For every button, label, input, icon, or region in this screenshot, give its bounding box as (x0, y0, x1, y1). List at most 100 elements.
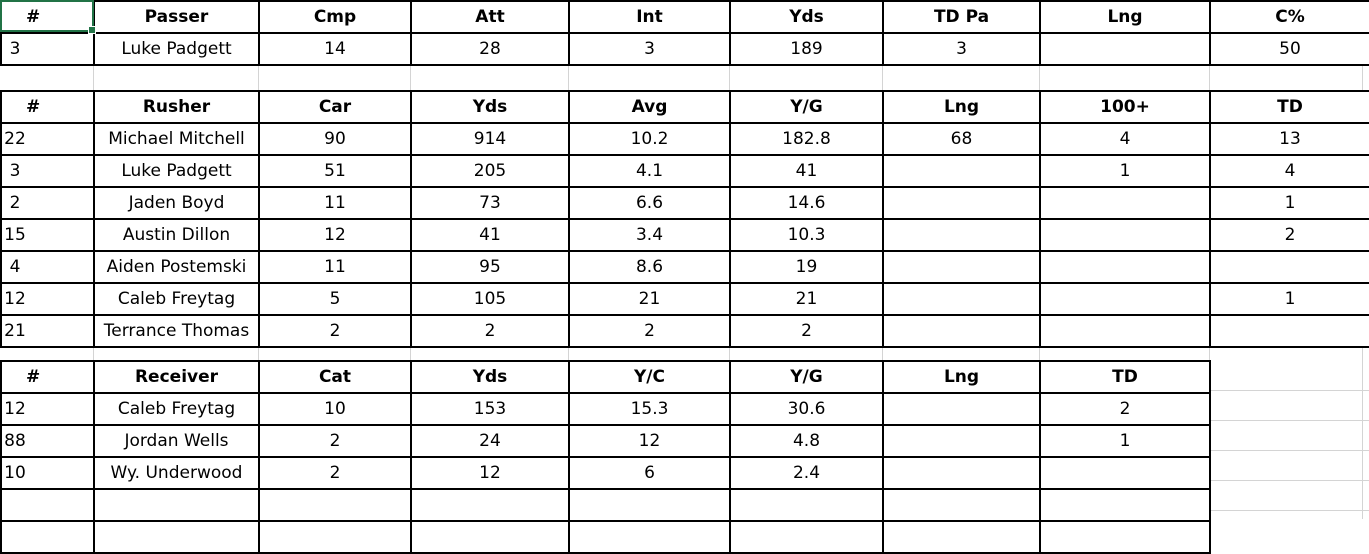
data-cell[interactable] (882, 456, 1041, 490)
data-cell[interactable]: 19 (729, 250, 884, 284)
data-cell[interactable]: 1 (1039, 154, 1211, 188)
data-cell[interactable]: 3 (882, 32, 1041, 66)
header-cell[interactable]: Cmp (258, 0, 412, 34)
data-cell[interactable]: 12 (410, 456, 570, 490)
data-cell[interactable]: Austin Dillon (93, 218, 260, 252)
data-cell[interactable] (1209, 314, 1369, 348)
data-cell[interactable]: 2 (258, 456, 412, 490)
data-cell[interactable]: 10 (0, 456, 95, 490)
data-cell[interactable] (1039, 186, 1211, 220)
data-cell[interactable] (882, 282, 1041, 316)
data-cell[interactable]: Caleb Freytag (93, 282, 260, 316)
header-cell[interactable]: TD Pa (882, 0, 1041, 34)
header-cell[interactable]: Rusher (93, 90, 260, 124)
data-cell[interactable]: 3 (568, 32, 731, 66)
data-cell[interactable] (729, 520, 884, 554)
data-cell[interactable]: 14 (258, 32, 412, 66)
data-cell[interactable]: 12 (0, 392, 95, 426)
data-cell[interactable]: Aiden Postemski (93, 250, 260, 284)
data-cell[interactable] (1039, 314, 1211, 348)
data-cell[interactable]: 11 (258, 250, 412, 284)
data-cell[interactable] (93, 520, 260, 554)
data-cell[interactable]: 10 (258, 392, 412, 426)
data-cell[interactable]: 2 (410, 314, 570, 348)
data-cell[interactable]: 189 (729, 32, 884, 66)
data-cell[interactable] (882, 424, 1041, 458)
header-cell[interactable]: Passer (93, 0, 260, 34)
data-cell[interactable]: Michael Mitchell (93, 122, 260, 156)
data-cell[interactable]: 41 (729, 154, 884, 188)
data-cell[interactable] (568, 488, 731, 522)
data-cell[interactable]: 6.6 (568, 186, 731, 220)
header-cell[interactable]: C% (1209, 0, 1369, 34)
header-cell[interactable]: # (0, 90, 95, 124)
data-cell[interactable] (0, 520, 95, 554)
data-cell[interactable] (258, 488, 412, 522)
data-cell[interactable] (258, 520, 412, 554)
data-cell[interactable]: 2 (258, 314, 412, 348)
header-cell[interactable]: Lng (1039, 0, 1211, 34)
data-cell[interactable] (882, 392, 1041, 426)
data-cell[interactable]: 4 (1209, 154, 1369, 188)
header-cell[interactable]: Att (410, 0, 570, 34)
data-cell[interactable]: 182.8 (729, 122, 884, 156)
header-cell[interactable]: Yds (410, 360, 570, 394)
data-cell[interactable]: 2 (568, 314, 731, 348)
header-cell[interactable]: Yds (410, 90, 570, 124)
data-cell[interactable]: 21 (568, 282, 731, 316)
data-cell[interactable]: 15.3 (568, 392, 731, 426)
data-cell[interactable] (410, 520, 570, 554)
data-cell[interactable]: 3 (0, 32, 95, 66)
data-cell[interactable]: 2 (0, 186, 95, 220)
header-cell[interactable]: 100+ (1039, 90, 1211, 124)
data-cell[interactable] (1039, 456, 1211, 490)
data-cell[interactable]: 205 (410, 154, 570, 188)
data-cell[interactable]: 105 (410, 282, 570, 316)
data-cell[interactable] (1039, 282, 1211, 316)
data-cell[interactable] (882, 218, 1041, 252)
data-cell[interactable]: Luke Padgett (93, 154, 260, 188)
data-cell[interactable]: 41 (410, 218, 570, 252)
data-cell[interactable] (410, 488, 570, 522)
data-cell[interactable]: 14.6 (729, 186, 884, 220)
data-cell[interactable]: 4 (0, 250, 95, 284)
data-cell[interactable]: 88 (0, 424, 95, 458)
header-cell[interactable]: Cat (258, 360, 412, 394)
data-cell[interactable]: 2 (1209, 218, 1369, 252)
data-cell[interactable]: 13 (1209, 122, 1369, 156)
data-cell[interactable]: 4 (1039, 122, 1211, 156)
data-cell[interactable]: 50 (1209, 32, 1369, 66)
header-cell[interactable]: TD (1209, 90, 1369, 124)
data-cell[interactable]: 68 (882, 122, 1041, 156)
data-cell[interactable]: 12 (258, 218, 412, 252)
data-cell[interactable]: 73 (410, 186, 570, 220)
data-cell[interactable]: 4.1 (568, 154, 731, 188)
data-cell[interactable]: Caleb Freytag (93, 392, 260, 426)
data-cell[interactable]: 95 (410, 250, 570, 284)
data-cell[interactable] (93, 488, 260, 522)
data-cell[interactable]: Luke Padgett (93, 32, 260, 66)
header-cell[interactable]: # (0, 360, 95, 394)
header-cell[interactable]: Receiver (93, 360, 260, 394)
data-cell[interactable] (882, 250, 1041, 284)
data-cell[interactable] (1039, 218, 1211, 252)
data-cell[interactable]: 3.4 (568, 218, 731, 252)
data-cell[interactable]: Jordan Wells (93, 424, 260, 458)
header-cell[interactable]: Y/G (729, 360, 884, 394)
data-cell[interactable] (882, 488, 1041, 522)
data-cell[interactable]: Terrance Thomas (93, 314, 260, 348)
header-cell[interactable]: Y/G (729, 90, 884, 124)
data-cell[interactable] (0, 488, 95, 522)
data-cell[interactable]: 90 (258, 122, 412, 156)
data-cell[interactable]: 2.4 (729, 456, 884, 490)
header-cell[interactable]: Y/C (568, 360, 731, 394)
data-cell[interactable]: 51 (258, 154, 412, 188)
data-cell[interactable] (882, 520, 1041, 554)
fill-handle[interactable] (88, 26, 96, 34)
header-cell[interactable]: Car (258, 90, 412, 124)
data-cell[interactable]: 914 (410, 122, 570, 156)
data-cell[interactable]: 24 (410, 424, 570, 458)
data-cell[interactable] (729, 488, 884, 522)
data-cell[interactable] (1209, 250, 1369, 284)
data-cell[interactable]: 1 (1209, 282, 1369, 316)
